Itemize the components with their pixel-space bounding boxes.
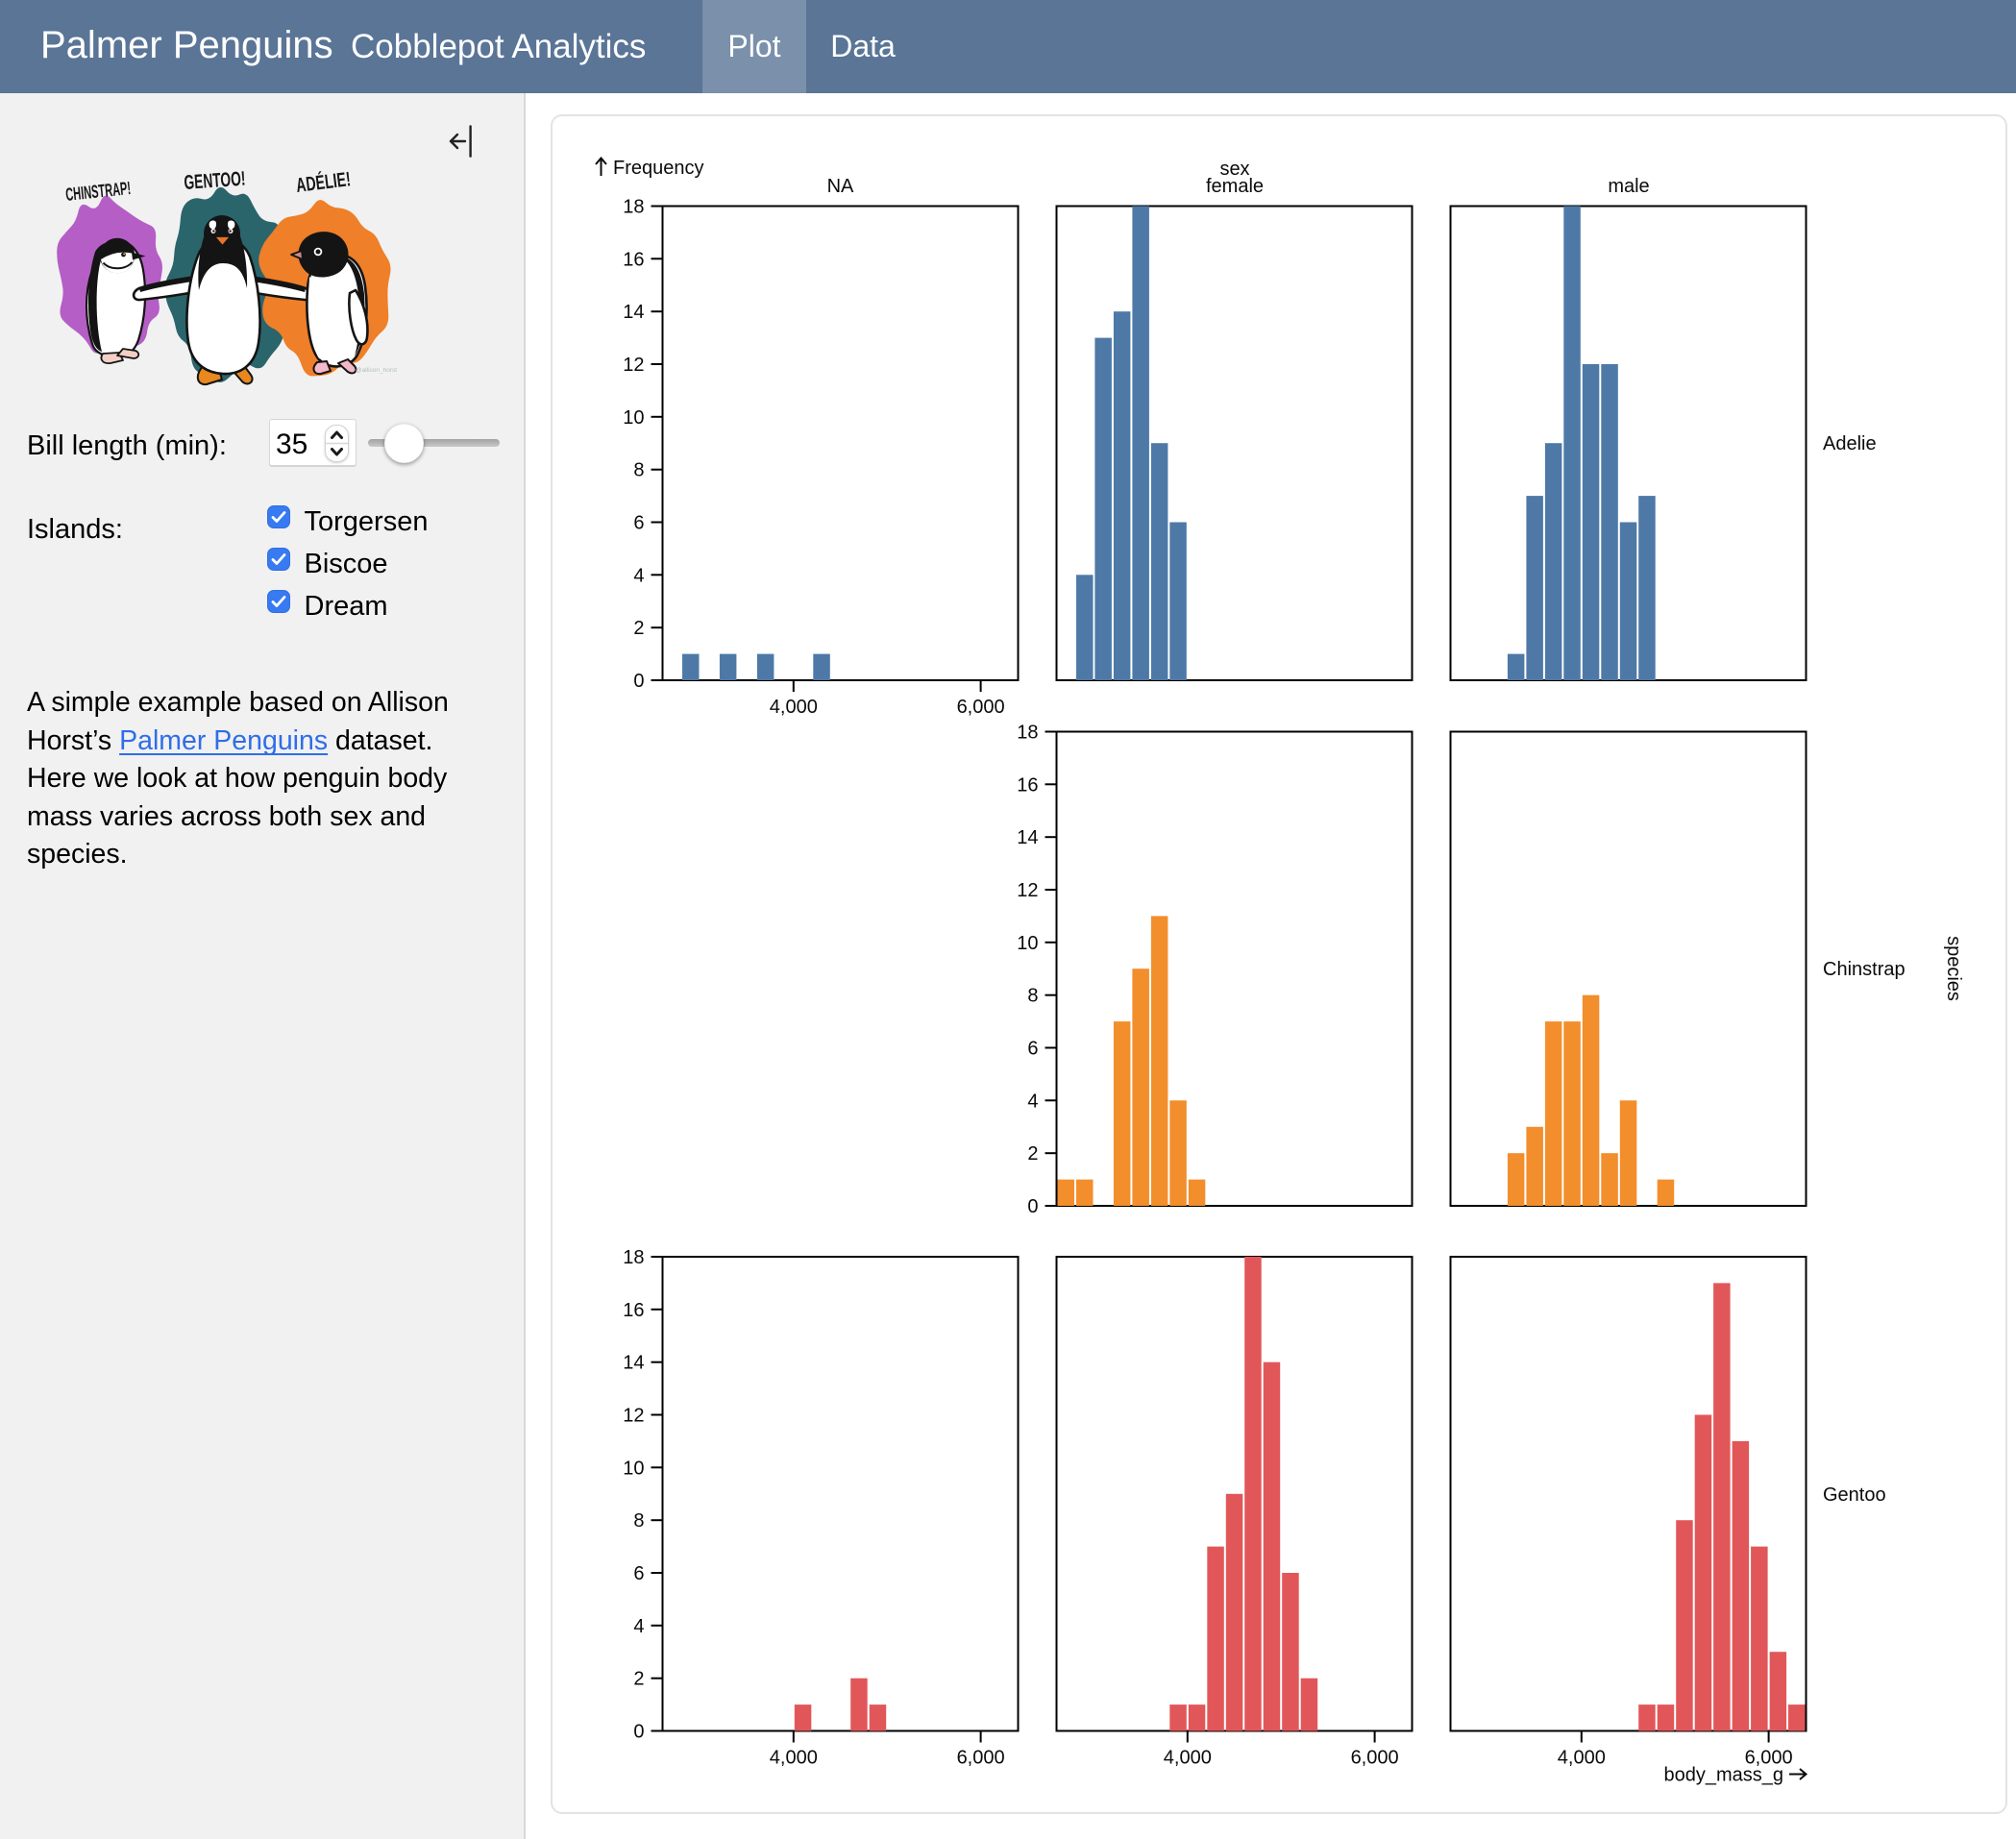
svg-text:body_mass_g: body_mass_g	[1663, 1765, 1783, 1786]
svg-text:GENTOO!: GENTOO!	[184, 168, 246, 194]
svg-text:6: 6	[1027, 1039, 1038, 1060]
svg-text:6,000: 6,000	[1351, 1748, 1399, 1769]
svg-text:2: 2	[633, 618, 644, 639]
svg-text:8: 8	[633, 460, 644, 481]
svg-text:6,000: 6,000	[1745, 1748, 1793, 1769]
svg-text:0: 0	[633, 1722, 644, 1743]
svg-text:16: 16	[1017, 774, 1038, 796]
svg-text:12: 12	[623, 355, 644, 376]
svg-text:0: 0	[1027, 1196, 1038, 1217]
svg-text:sex: sex	[1219, 159, 1249, 180]
svg-text:4,000: 4,000	[1164, 1748, 1212, 1769]
svg-text:6,000: 6,000	[957, 1748, 1005, 1769]
svg-text:14: 14	[623, 1353, 644, 1374]
svg-text:male: male	[1608, 176, 1649, 197]
svg-text:4: 4	[633, 1616, 644, 1637]
svg-text:NA: NA	[827, 176, 854, 197]
svg-text:10: 10	[623, 407, 644, 429]
svg-text:18: 18	[623, 197, 644, 218]
svg-text:14: 14	[1017, 827, 1038, 848]
svg-text:6,000: 6,000	[957, 697, 1005, 718]
svg-text:0: 0	[633, 671, 644, 692]
svg-text:16: 16	[623, 1300, 644, 1321]
svg-text:4,000: 4,000	[770, 1748, 818, 1769]
svg-text:Adelie: Adelie	[1823, 433, 1877, 454]
svg-text:14: 14	[623, 302, 644, 323]
svg-text:2: 2	[1027, 1143, 1038, 1165]
svg-text:6: 6	[633, 513, 644, 534]
svg-text:18: 18	[623, 1247, 644, 1268]
svg-text:12: 12	[1017, 880, 1038, 901]
svg-text:8: 8	[633, 1510, 644, 1532]
svg-text:species: species	[1943, 936, 1964, 1001]
svg-text:10: 10	[623, 1458, 644, 1479]
svg-text:6: 6	[633, 1563, 644, 1584]
svg-text:4,000: 4,000	[1558, 1748, 1606, 1769]
svg-text:female: female	[1206, 176, 1264, 197]
svg-text:4,000: 4,000	[770, 697, 818, 718]
svg-text:10: 10	[1017, 933, 1038, 954]
svg-text:Chinstrap: Chinstrap	[1823, 959, 1905, 980]
svg-text:@allison_horst: @allison_horst	[356, 367, 397, 374]
svg-text:2: 2	[633, 1669, 644, 1690]
svg-text:16: 16	[623, 249, 644, 270]
svg-text:8: 8	[1027, 986, 1038, 1007]
svg-text:18: 18	[1017, 723, 1038, 744]
svg-text:Gentoo: Gentoo	[1823, 1484, 1886, 1506]
svg-text:4: 4	[633, 565, 644, 586]
svg-text:4: 4	[1027, 1091, 1038, 1112]
svg-text:Frequency: Frequency	[613, 158, 704, 179]
svg-text:12: 12	[623, 1406, 644, 1427]
